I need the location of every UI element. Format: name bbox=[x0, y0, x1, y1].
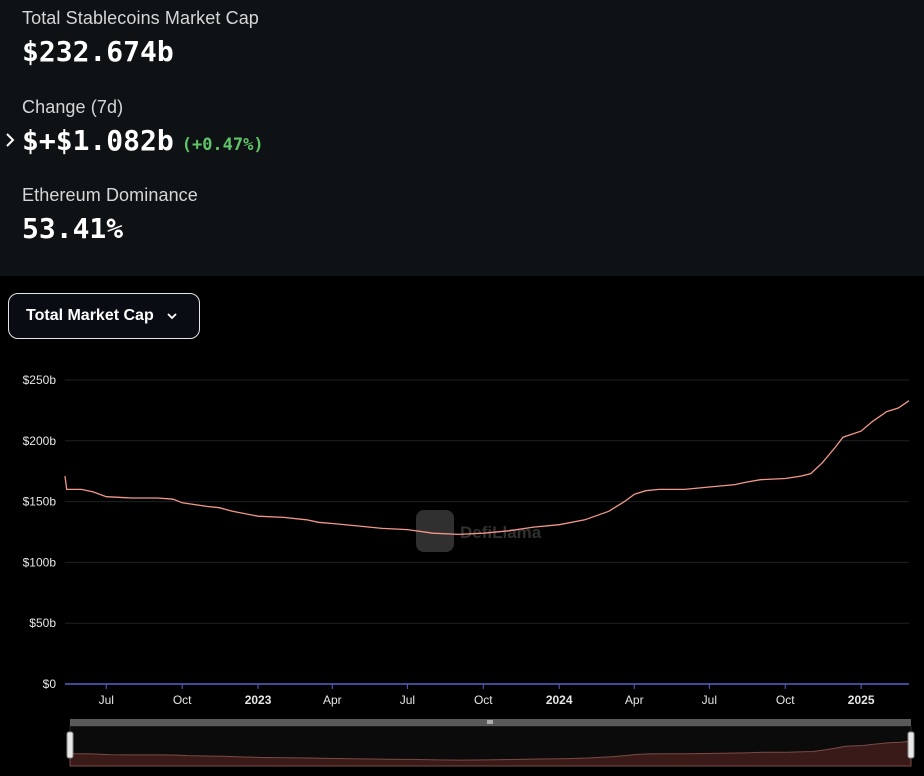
change-7d-label: Change (7d) bbox=[22, 97, 124, 117]
market-cap-label: Total Stablecoins Market Cap bbox=[22, 8, 259, 28]
market-cap-stat: Total Stablecoins Market Cap $232.674b bbox=[22, 8, 259, 68]
change-7d-amount: $+$1.082b bbox=[22, 124, 174, 157]
chevron-right-icon[interactable] bbox=[3, 128, 17, 152]
grid-lines bbox=[65, 379, 909, 624]
y-tick-label: $50b bbox=[29, 616, 56, 630]
chart-type-dropdown[interactable]: Total Market Cap bbox=[8, 293, 200, 339]
x-tick-label: Jul bbox=[702, 693, 717, 707]
y-tick-label: $250b bbox=[23, 373, 57, 387]
market-cap-value: $232.674b bbox=[22, 35, 259, 68]
dropdown-label: Total Market Cap bbox=[26, 307, 154, 324]
market-cap-chart: DefiLlama $0 $50b $100b $150b $200b $250b Jul… bbox=[23, 373, 915, 767]
slider-left-handle[interactable] bbox=[66, 731, 74, 759]
x-tick-label: 2024 bbox=[546, 693, 573, 707]
y-axis: $0 $50b $100b $150b $200b $250b bbox=[23, 373, 909, 691]
eth-dominance-value: 53.41% bbox=[22, 212, 198, 245]
y-tick-label: $0 bbox=[43, 677, 57, 691]
x-tick-label: Jul bbox=[99, 693, 114, 707]
market-cap-amount: $232.674b bbox=[22, 35, 174, 68]
eth-dominance-label: Ethereum Dominance bbox=[22, 185, 198, 205]
x-tick-label: Oct bbox=[173, 693, 192, 707]
eth-dominance-amount: 53.41% bbox=[22, 212, 124, 245]
overview-area bbox=[69, 740, 912, 767]
range-slider[interactable] bbox=[66, 719, 915, 767]
y-tick-label: $200b bbox=[23, 434, 57, 448]
x-axis: Jul Oct 2023 Apr Jul Oct 2024 Apr Jul Oct 2025 bbox=[99, 684, 875, 707]
y-tick-label: $100b bbox=[23, 555, 57, 569]
x-tick-label: Apr bbox=[625, 693, 644, 707]
market-cap-line bbox=[64, 400, 910, 536]
x-tick-label: 2025 bbox=[848, 693, 875, 707]
x-tick-label: Oct bbox=[474, 693, 493, 707]
x-tick-label: Jul bbox=[400, 693, 415, 707]
change-7d-value: $+$1.082b (+0.47%) bbox=[22, 124, 264, 157]
watermark: DefiLlama bbox=[416, 510, 542, 552]
y-tick-label: $150b bbox=[23, 495, 57, 509]
llama-logo-icon bbox=[416, 510, 454, 552]
stats-panel: Total Stablecoins Market Cap $232.674b C… bbox=[0, 0, 924, 276]
change-7d-percent: (+0.47%) bbox=[181, 135, 264, 155]
chevron-down-icon bbox=[167, 313, 177, 320]
x-tick-label: Apr bbox=[323, 693, 342, 707]
x-tick-label: 2023 bbox=[245, 693, 272, 707]
slider-right-handle[interactable] bbox=[907, 731, 915, 759]
eth-dominance-stat: Ethereum Dominance 53.41% bbox=[22, 185, 198, 245]
x-tick-label: Oct bbox=[776, 693, 795, 707]
series-layer bbox=[64, 400, 910, 536]
change-7d-stat: Change (7d) $+$1.082b (+0.47%) bbox=[22, 97, 264, 157]
watermark-text: DefiLlama bbox=[460, 523, 542, 542]
